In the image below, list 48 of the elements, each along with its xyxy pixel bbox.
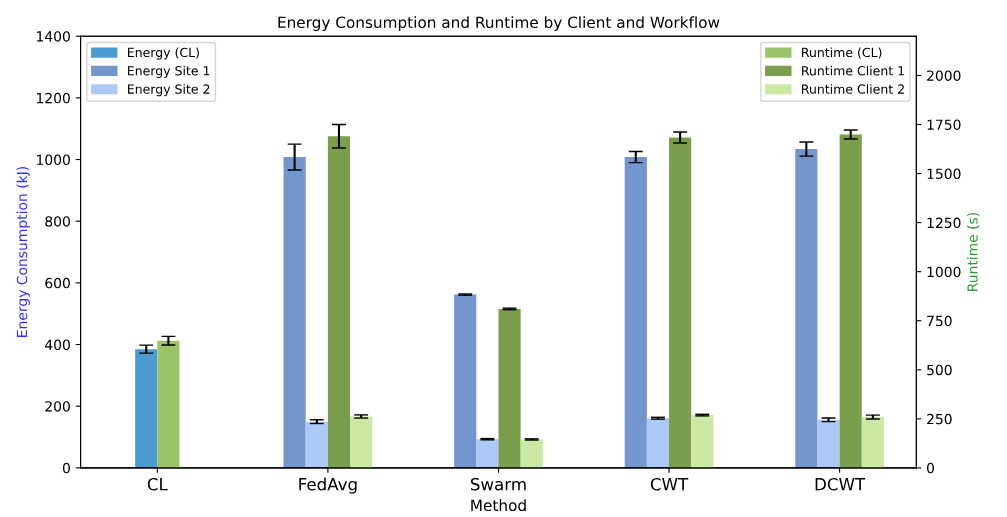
y2-tick-label: 250 — [927, 413, 952, 425]
bar — [327, 136, 351, 468]
bar — [305, 421, 328, 468]
y2-tick-label: 1250 — [927, 217, 961, 229]
bar — [498, 308, 521, 468]
legend-label: Energy Site 1 — [128, 65, 210, 78]
bar — [795, 149, 818, 468]
y-tick-label: 1000 — [37, 154, 70, 166]
bar — [476, 439, 499, 468]
bar — [454, 294, 477, 468]
y-axis-title: Energy Consumption (kJ) — [16, 167, 30, 337]
bar — [350, 416, 373, 468]
bar — [646, 418, 670, 468]
y2-tick-label: 0 — [927, 462, 935, 474]
y2-tick-label: 1500 — [927, 168, 961, 180]
bar — [624, 157, 647, 468]
y2-tick-label: 750 — [927, 315, 952, 327]
y-tick-label: 800 — [45, 216, 70, 227]
legend-label: Energy Site 2 — [128, 84, 210, 97]
x-tick-label: Swarm — [470, 477, 526, 491]
y-tick-label: 0 — [62, 462, 70, 474]
chart-title: Energy Consumption and Runtime by Client and Workflow — [278, 16, 720, 32]
y-tick-label: 200 — [45, 401, 70, 412]
legend-label: Energy (CL) — [128, 47, 199, 60]
bar — [520, 439, 543, 468]
y2-axis-title: Runtime (s) — [966, 212, 980, 291]
y-tick-label: 1200 — [37, 92, 70, 104]
y2-tick-label: 1000 — [927, 266, 961, 278]
y-tick-label: 400 — [45, 339, 70, 351]
bar — [283, 157, 306, 468]
legend-label: Runtime (CL) — [802, 47, 882, 59]
bar — [691, 415, 714, 468]
y2-tick-label: 2000 — [927, 70, 961, 81]
legend-label: Runtime Client 2 — [802, 84, 904, 94]
bar — [861, 417, 884, 468]
y2-tick-label: 1750 — [927, 119, 961, 130]
x-tick-label: FedAvg — [299, 477, 357, 494]
bar — [839, 134, 862, 468]
bar — [817, 419, 840, 468]
x-tick-label: CL — [147, 477, 168, 491]
y-tick-label: 600 — [45, 277, 70, 289]
y-tick-label: 1400 — [37, 31, 70, 42]
legend-label: Runtime Client 1 — [802, 65, 904, 76]
x-tick-label: CWT — [650, 477, 689, 491]
bar — [669, 137, 692, 468]
x-axis-title: Method — [471, 499, 526, 512]
x-tick-label: DCWT — [815, 477, 866, 491]
y2-tick-label: 500 — [927, 364, 952, 376]
